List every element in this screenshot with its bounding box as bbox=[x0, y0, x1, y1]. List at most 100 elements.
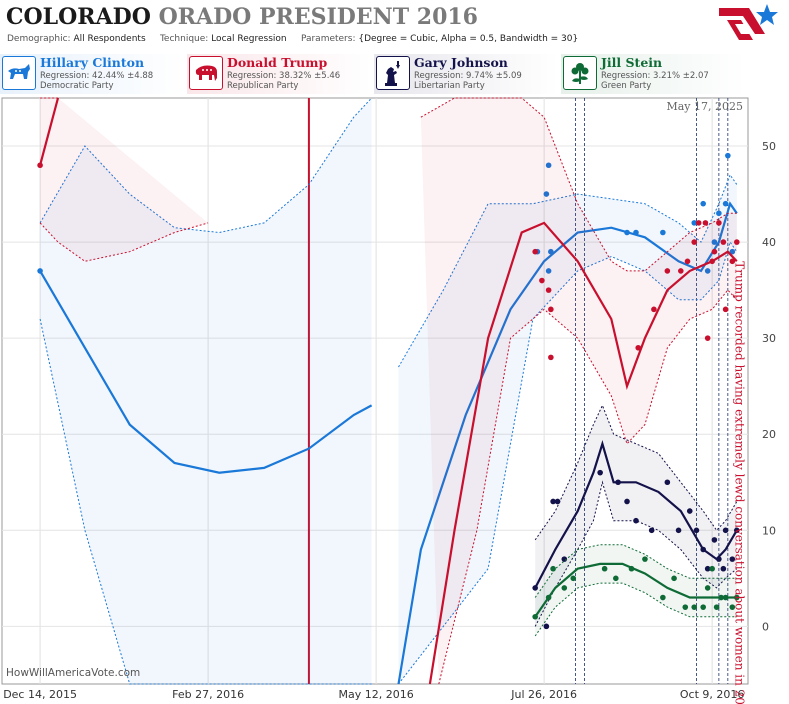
flower-icon bbox=[563, 56, 597, 90]
data-point bbox=[691, 220, 698, 226]
plot-frame bbox=[1, 97, 749, 685]
data-point bbox=[671, 575, 677, 582]
data-point bbox=[675, 527, 682, 534]
series-line bbox=[397, 201, 738, 685]
candidate-regression: Regression: 38.32% ±5.46 bbox=[227, 71, 341, 81]
data-point bbox=[532, 613, 538, 620]
data-point bbox=[709, 565, 715, 572]
data-point bbox=[624, 498, 630, 505]
data-point bbox=[548, 354, 554, 361]
candidate-regression: Regression: 3.21% ±2.07 bbox=[601, 71, 709, 81]
series-line bbox=[534, 562, 737, 618]
series-line bbox=[39, 270, 373, 474]
confidence-band bbox=[398, 174, 737, 684]
technique-value: Local Regression bbox=[211, 34, 287, 44]
data-point bbox=[729, 556, 736, 562]
data-point bbox=[711, 248, 718, 255]
data-point bbox=[628, 565, 635, 572]
title-state: COLORADO bbox=[6, 4, 151, 30]
data-point bbox=[691, 239, 698, 245]
demographic-label: Demographic: bbox=[7, 34, 71, 44]
data-point bbox=[713, 604, 720, 610]
candidate-party: Green Party bbox=[601, 81, 652, 91]
data-point bbox=[548, 248, 554, 255]
y-tick-label: 0 bbox=[762, 620, 769, 633]
data-point bbox=[561, 556, 568, 562]
y-tick-label: 10 bbox=[762, 524, 776, 537]
confidence-lower bbox=[438, 289, 738, 685]
x-tick-label: Feb 27, 2016 bbox=[172, 688, 244, 701]
parameters-label: Parameters: bbox=[300, 34, 356, 44]
data-point bbox=[720, 565, 727, 572]
data-point bbox=[729, 258, 736, 265]
confidence-upper bbox=[420, 97, 737, 272]
data-point bbox=[664, 268, 671, 274]
data-point bbox=[700, 200, 706, 207]
confidence-lower bbox=[534, 582, 737, 637]
data-point bbox=[716, 210, 722, 217]
data-point bbox=[545, 162, 552, 169]
candidate-party: Democratic Party bbox=[40, 81, 114, 91]
legend-stein: Jill Stein Regression: 3.21% ±2.07 Green… bbox=[561, 54, 746, 94]
data-point bbox=[613, 575, 619, 582]
confidence-upper bbox=[534, 544, 737, 598]
data-point bbox=[664, 479, 671, 486]
data-point bbox=[597, 469, 603, 476]
legend-johnson: Gary Johnson Regression: 9.74% ±5.09 Lib… bbox=[374, 54, 559, 94]
data-point bbox=[545, 594, 552, 601]
elephant-icon bbox=[189, 56, 223, 90]
date-label: May 17, 2025 bbox=[666, 100, 743, 113]
data-point bbox=[624, 229, 630, 236]
y-tick-label: 50 bbox=[762, 140, 776, 153]
data-point bbox=[660, 594, 666, 601]
x-tick-label: Oct 9, 2016 bbox=[680, 688, 745, 701]
chart-plot: 0 10 20 30 40 50 Dec 14, 2015 Feb 27, 2016 May 1… bbox=[1, 97, 776, 704]
candidate-party: Republican Party bbox=[227, 81, 299, 91]
data-point bbox=[718, 594, 724, 601]
data-point bbox=[704, 585, 711, 591]
x-tick-label: Dec 14, 2015 bbox=[3, 688, 77, 701]
data-point bbox=[722, 594, 729, 601]
series-line bbox=[428, 221, 738, 685]
x-tick-label: Jul 26, 2016 bbox=[510, 688, 577, 701]
data-point bbox=[691, 604, 698, 610]
chart-header: COLORADO ORADO PRESIDENT 2016 Demographi… bbox=[0, 0, 789, 48]
confidence-lower bbox=[534, 480, 738, 627]
legend-clinton: Hillary Clinton Regression: 42.44% ±4.88… bbox=[0, 54, 185, 94]
statue-of-liberty-icon bbox=[376, 56, 410, 90]
data-point bbox=[570, 575, 577, 582]
data-point bbox=[704, 335, 711, 341]
data-point bbox=[642, 556, 648, 562]
data-point bbox=[704, 268, 711, 274]
data-point bbox=[693, 527, 700, 534]
y-tick-label: 20 bbox=[762, 428, 776, 441]
candidate-legend: Hillary Clinton Regression: 42.44% ±4.88… bbox=[0, 54, 789, 94]
data-point bbox=[684, 258, 691, 265]
data-point bbox=[682, 604, 689, 610]
candidate-party: Libertarian Party bbox=[414, 81, 485, 91]
data-point bbox=[543, 191, 550, 197]
data-point bbox=[545, 268, 552, 274]
data-point bbox=[615, 479, 621, 486]
confidence-lower bbox=[39, 222, 209, 262]
data-point bbox=[633, 517, 639, 524]
data-point bbox=[37, 268, 43, 274]
series-line bbox=[39, 97, 60, 166]
data-point bbox=[733, 239, 740, 245]
chart-title: COLORADO ORADO PRESIDENT 2016 bbox=[6, 4, 478, 30]
data-point bbox=[700, 604, 706, 610]
data-point bbox=[545, 287, 552, 293]
y-tick-label: 40 bbox=[762, 236, 776, 249]
data-point bbox=[550, 565, 556, 572]
data-point bbox=[543, 623, 550, 630]
candidate-name: Jill Stein bbox=[601, 55, 663, 70]
candidate-name: Donald Trump bbox=[227, 55, 328, 70]
data-point bbox=[548, 306, 554, 313]
data-point bbox=[733, 527, 740, 534]
data-point bbox=[716, 556, 722, 562]
donkey-icon bbox=[2, 56, 36, 90]
data-point bbox=[686, 508, 693, 514]
data-point bbox=[720, 239, 727, 245]
confidence-band bbox=[40, 98, 209, 262]
data-point bbox=[716, 220, 722, 226]
